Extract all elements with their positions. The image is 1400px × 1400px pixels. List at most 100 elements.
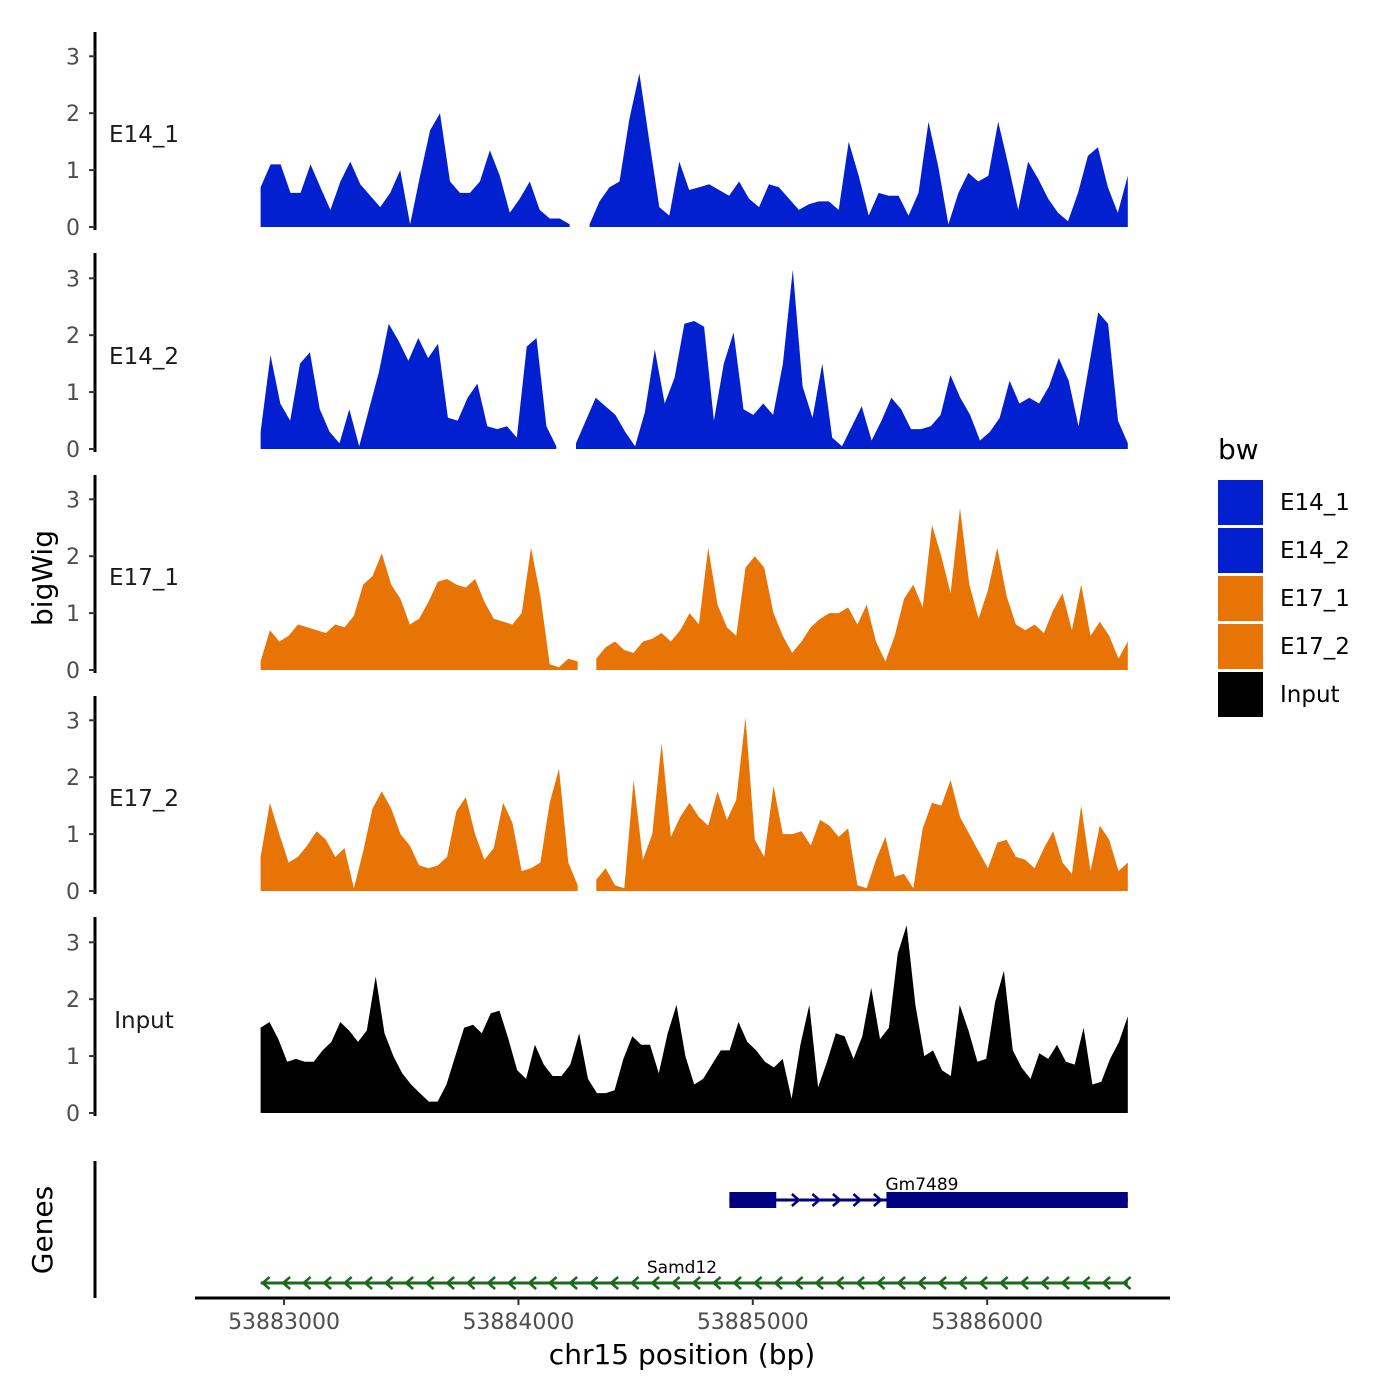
y-tick-label: 0 <box>66 438 80 463</box>
gene-gm7489: Gm7489 <box>729 1175 1128 1208</box>
area-e17-1 <box>596 507 1128 670</box>
strand-arrow <box>691 1276 701 1290</box>
area-input <box>260 925 1128 1113</box>
y-tick-label: 1 <box>66 602 80 627</box>
y-tick-label: 1 <box>66 159 80 184</box>
strand-arrow <box>711 1276 722 1290</box>
legend-label: E17_2 <box>1280 634 1350 660</box>
strand-arrow <box>629 1276 640 1290</box>
strand-arrow <box>260 1276 271 1290</box>
legend-item: Input <box>1218 672 1340 717</box>
y-tick-label: 2 <box>66 545 80 570</box>
legend: bw E14_1 E14_2 E17_1 E17_2 Input <box>1218 433 1350 717</box>
strand-arrow <box>1121 1276 1132 1290</box>
track-label: E17_2 <box>109 786 179 812</box>
area-e17-2 <box>260 768 578 891</box>
legend-item: E14_2 <box>1218 528 1350 573</box>
strand-arrow <box>1060 1276 1070 1290</box>
track-e17-2: 0 1 2 3 E17_2 <box>66 696 1128 905</box>
legend-swatch <box>1218 576 1263 621</box>
gene-samd12: Samd12 <box>260 1258 1132 1290</box>
strand-arrow <box>301 1276 312 1290</box>
legend-label: Input <box>1280 682 1340 708</box>
legend-item: E17_2 <box>1218 624 1350 669</box>
strand-arrow <box>383 1276 394 1290</box>
y-tick-label: 2 <box>66 102 80 127</box>
strand-arrow <box>811 1193 822 1207</box>
legend-swatch <box>1218 624 1263 669</box>
strand-arrow <box>1080 1276 1091 1290</box>
y-tick-label: 3 <box>66 267 80 292</box>
gene-exon <box>729 1192 777 1208</box>
strand-arrow <box>978 1276 988 1290</box>
strand-arrow <box>873 1193 883 1207</box>
x-axis: 53883000 53884000 53885000 53886000 chr15 p… <box>195 1296 1170 1371</box>
y-tick-label: 2 <box>66 988 80 1013</box>
genes-track: Genes Gm7489 Samd12 <box>26 1161 1132 1298</box>
strand-arrow <box>322 1276 332 1290</box>
legend-label: E17_1 <box>1280 586 1350 612</box>
strand-arrow <box>670 1276 681 1290</box>
strand-arrow <box>1101 1276 1111 1290</box>
y-tick-label: 2 <box>66 324 80 349</box>
strand-arrow <box>998 1276 1009 1290</box>
y-tick-label: 0 <box>66 659 80 684</box>
track-label: E14_1 <box>109 122 179 148</box>
x-ticks: 53883000 53884000 53885000 53886000 <box>228 1298 1043 1335</box>
y-tick-label: 3 <box>66 45 80 70</box>
strand-arrow <box>791 1193 801 1207</box>
strand-arrow <box>486 1276 496 1290</box>
strand-arrow <box>916 1276 927 1290</box>
track-e14-2: 0 1 2 3 E14_2 <box>66 253 1128 463</box>
strand-arrow <box>568 1276 578 1290</box>
strand-arrow <box>855 1276 865 1290</box>
y-tick-label: 0 <box>66 880 80 905</box>
area-e14-2 <box>260 323 557 449</box>
strand-arrow <box>650 1276 660 1290</box>
track-e14-1: 0 1 2 3 E14_1 <box>66 32 1128 241</box>
y-tick-label: 1 <box>66 1045 80 1070</box>
area-e17-1 <box>260 547 578 670</box>
strand-arrow <box>609 1276 619 1290</box>
y-tick-label: 1 <box>66 823 80 848</box>
x-tick-label: 53885000 <box>697 1310 809 1335</box>
area-e14-2 <box>575 269 1128 449</box>
tracks: 0 1 2 3 E14_1 0 1 2 3 E14_2 0 1 2 3 E17_1 0 1 2 3 E17_2 0 1 2 3… <box>66 32 1128 1127</box>
strand-arrow <box>363 1276 373 1290</box>
x-axis-title: chr15 position (bp) <box>549 1338 815 1371</box>
y-axis-title: bigWig <box>26 530 59 626</box>
legend-swatch <box>1218 528 1263 573</box>
gene-label: Gm7489 <box>886 1175 959 1195</box>
strand-arrow <box>773 1276 783 1290</box>
strand-arrow <box>404 1276 414 1290</box>
strand-arrow <box>281 1276 291 1290</box>
strand-arrow <box>547 1276 558 1290</box>
strand-arrow <box>957 1276 968 1290</box>
legend-label: E14_2 <box>1280 538 1350 564</box>
area-e14-1 <box>260 113 570 227</box>
legend-label: E14_1 <box>1280 490 1350 516</box>
strand-arrow <box>896 1276 906 1290</box>
track-label: E14_2 <box>109 344 179 370</box>
strand-arrow <box>342 1276 353 1290</box>
legend-swatch <box>1218 480 1263 525</box>
y-tick-label: 0 <box>66 216 80 241</box>
y-tick-label: 3 <box>66 931 80 956</box>
legend-title: bw <box>1218 433 1259 466</box>
y-tick-label: 3 <box>66 488 80 513</box>
y-tick-label: 3 <box>66 709 80 734</box>
strand-arrow <box>852 1193 863 1207</box>
x-tick-label: 53883000 <box>228 1310 340 1335</box>
strand-arrow <box>445 1276 455 1290</box>
strand-arrow <box>527 1276 537 1290</box>
strand-arrow <box>937 1276 947 1290</box>
strand-arrow <box>875 1276 886 1290</box>
strand-arrow <box>834 1276 845 1290</box>
gene-exon <box>886 1192 1128 1208</box>
y-tick-label: 2 <box>66 766 80 791</box>
legend-item: E14_1 <box>1218 480 1350 525</box>
strand-arrow <box>588 1276 599 1290</box>
track-input: 0 1 2 3 Input <box>66 917 1128 1127</box>
track-label: Input <box>114 1008 174 1034</box>
